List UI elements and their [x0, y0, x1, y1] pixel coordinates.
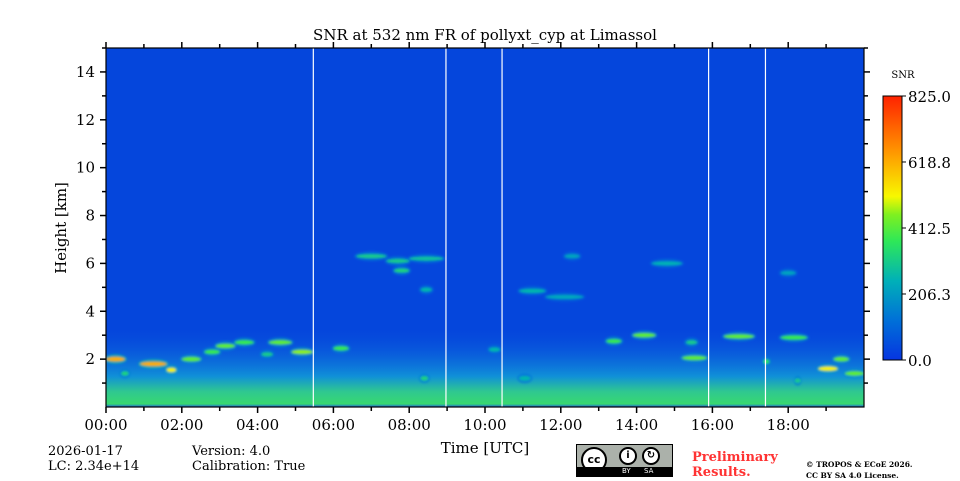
- calibration-label: Calibration: True: [192, 459, 306, 474]
- cloud-feature: [409, 256, 444, 261]
- cloud-feature: [121, 371, 129, 376]
- cloud-feature: [166, 367, 177, 373]
- sa-text: SA: [644, 467, 654, 475]
- sa-share-icon: ↻: [642, 447, 660, 465]
- boundary-layer: [106, 330, 864, 407]
- cloud-feature: [261, 352, 273, 357]
- y-tick-label: 6: [85, 254, 95, 272]
- colorbar: [882, 95, 903, 361]
- cloud-feature: [420, 287, 432, 292]
- cloud-feature: [794, 378, 801, 383]
- by-text: BY: [622, 467, 631, 475]
- cloud-feature: [682, 355, 707, 361]
- y-tick-label: 2: [85, 350, 95, 368]
- cloud-feature: [763, 359, 770, 364]
- x-axis-label: Time [UTC]: [441, 439, 530, 457]
- date-label: 2026-01-17: [48, 444, 123, 459]
- colorbar-label: SNR: [891, 70, 915, 81]
- colorbar-tick-label: 0.0: [908, 352, 932, 370]
- cloud-feature: [140, 361, 167, 367]
- lidar-constant: LC: 2.34e+14: [48, 459, 140, 474]
- cloud-feature: [234, 340, 254, 345]
- x-tick-label: 06:00: [312, 416, 355, 434]
- cloud-feature: [420, 376, 429, 381]
- preliminary-line1: Preliminary: [692, 450, 778, 465]
- cloud-feature: [291, 349, 313, 355]
- cloud-feature: [356, 254, 387, 259]
- license-line: CC BY SA 4.0 License.: [806, 471, 899, 480]
- cloud-feature: [519, 376, 531, 381]
- x-tick-label: 14:00: [615, 416, 658, 434]
- x-tick-label: 08:00: [388, 416, 431, 434]
- by-person-icon: i: [619, 447, 637, 465]
- y-axis-label: Height [km]: [52, 182, 70, 274]
- cloud-feature: [488, 347, 501, 352]
- x-tick-label: 12:00: [539, 416, 582, 434]
- copyright-line: © TROPOS & ECoE 2026.: [806, 460, 913, 469]
- cloud-feature: [333, 346, 349, 351]
- cloud-feature: [833, 356, 849, 362]
- x-tick-label: 02:00: [160, 416, 203, 434]
- cloud-feature: [632, 333, 656, 338]
- x-tick-label: 00:00: [84, 416, 127, 434]
- cloud-feature: [394, 268, 410, 273]
- cloud-feature: [519, 288, 546, 294]
- x-tick-label: 10:00: [463, 416, 506, 434]
- preliminary-line2: Results.: [692, 465, 751, 480]
- y-tick-label: 10: [76, 159, 95, 177]
- cloud-feature: [204, 349, 220, 355]
- version-label: Version: 4.0: [192, 444, 271, 459]
- cloud-feature: [268, 340, 292, 345]
- cloud-feature: [564, 254, 580, 259]
- cloud-feature: [545, 294, 584, 300]
- cloud-feature: [215, 343, 235, 349]
- cloud-feature: [780, 335, 808, 340]
- y-tick-label: 8: [85, 207, 95, 225]
- cloud-feature: [818, 366, 838, 371]
- x-tick-label: 16:00: [691, 416, 734, 434]
- cloud-feature: [606, 338, 622, 344]
- y-tick-label: 14: [76, 63, 95, 81]
- chart-title: SNR at 532 nm FR of pollyxt_cyp at Limas…: [313, 26, 657, 44]
- y-tick-label: 4: [85, 302, 95, 320]
- cloud-feature: [723, 334, 755, 339]
- cc-by-sa-badge: cc i ↻ BY SA: [576, 444, 673, 477]
- y-tick-label: 12: [76, 111, 95, 129]
- cloud-feature: [181, 356, 201, 362]
- cloud-feature: [106, 356, 125, 362]
- x-tick-label: 04:00: [236, 416, 279, 434]
- colorbar-tick-label: 618.8: [908, 154, 951, 172]
- colorbar-tick-label: 825.0: [908, 88, 951, 106]
- cloud-feature: [386, 258, 410, 264]
- cloud-feature: [780, 270, 796, 276]
- cloud-feature: [845, 371, 864, 376]
- x-tick-label: 18:00: [767, 416, 810, 434]
- cloud-feature: [685, 340, 698, 345]
- colorbar-tick-label: 206.3: [908, 286, 951, 304]
- colorbar-tick-label: 412.5: [908, 220, 951, 238]
- cloud-feature: [651, 261, 683, 266]
